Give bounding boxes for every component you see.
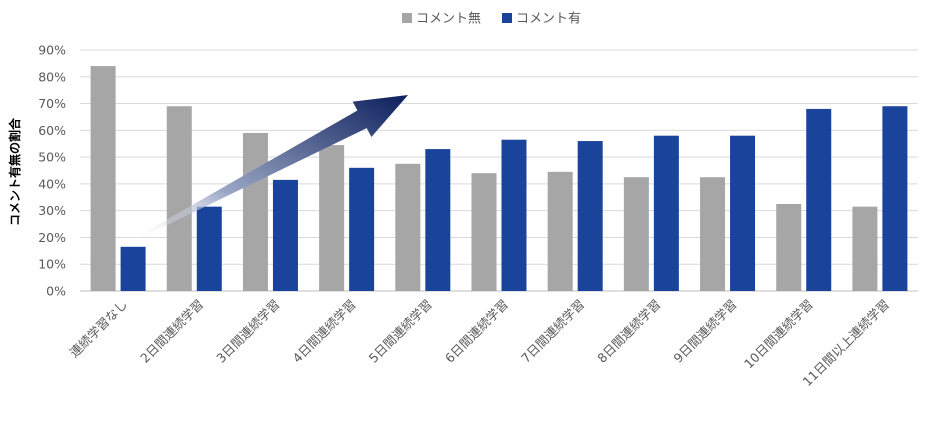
x-category-label: 3日間連続学習 [213,297,282,366]
y-axis-ticks: 0% 10% 20% 30% 40% 50% 60% 70% 80% 90% [38,43,66,299]
bar-no-comment [852,206,878,291]
bar-no-comment [623,177,649,291]
x-category-label: 11日間以上連続学習 [799,297,892,390]
annotations [127,95,408,244]
legend-label: コメント有 [516,12,581,27]
x-axis-categories: 連続学習なし 2日間連続学習 3日間連続学習 4日間連続学習 5日間連続学習 6日間連続学… [67,297,892,390]
y-tick-label: 20% [38,230,66,245]
x-category-label: 7日間連続学習 [518,297,587,366]
bar-with-comment [806,108,832,292]
bar-with-comment [120,246,146,291]
bar-no-comment [471,173,497,291]
bar-with-comment [730,135,756,291]
x-category-label: 8日間連続学習 [594,297,663,366]
y-tick-label: 40% [38,176,66,191]
y-axis-title: コメント有無の割合 [7,117,22,226]
legend-swatch [502,13,512,23]
bar-no-comment [319,145,345,291]
y-tick-label: 60% [38,123,66,138]
y-tick-label: 30% [38,203,66,218]
y-tick-label: 50% [38,150,66,165]
x-category-label: 2日間連続学習 [137,297,206,366]
x-category-label: 5日間連続学習 [366,297,435,366]
legend: コメント無 コメント有 [402,12,581,27]
y-tick-label: 0% [46,284,66,299]
x-category-label: 連続学習なし [67,297,131,361]
bar-no-comment [395,163,421,291]
bar-no-comment [776,203,802,291]
bar-with-comment [577,141,603,291]
y-tick-label: 80% [38,69,66,84]
bar-no-comment [242,133,268,291]
y-tick-label: 70% [38,96,66,111]
bars [90,66,908,292]
bar-with-comment [196,206,222,291]
bar-with-comment [272,179,298,291]
bar-no-comment [90,66,116,291]
bar-with-comment [653,135,679,291]
legend-label: コメント無 [416,12,481,27]
bar-no-comment [547,171,573,291]
bar-with-comment [882,106,908,291]
bar-no-comment [700,177,726,291]
bar-no-comment [166,106,192,291]
x-category-label: 9日間連続学習 [670,297,739,366]
x-category-label: 10日間連続学習 [741,297,816,372]
x-category-label: 4日間連続学習 [289,297,358,366]
x-category-label: 6日間連続学習 [442,297,511,366]
y-tick-label: 90% [38,43,66,58]
bar-with-comment [501,139,527,291]
legend-swatch [402,13,412,23]
bar-with-comment [425,149,451,291]
y-tick-label: 10% [38,257,66,272]
bar-with-comment [349,167,375,291]
trend-arrow [127,95,408,244]
